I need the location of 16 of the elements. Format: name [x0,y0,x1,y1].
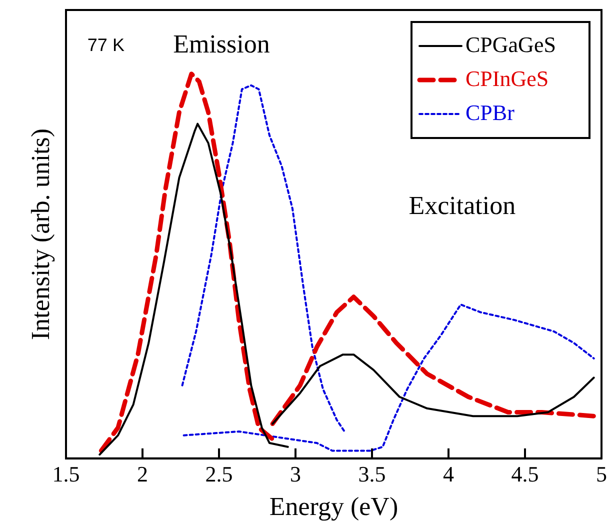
legend-label: CPGaGeS [466,32,556,57]
x-tick-label: 2.5 [205,461,233,486]
annotation: Excitation [408,191,516,220]
x-tick-label: 3 [290,461,301,486]
x-axis-title: Energy (eV) [269,492,398,522]
x-tick-label: 3.5 [358,461,386,486]
text: 77 K [87,34,124,55]
text: Emission [173,30,270,59]
x-tick-label: 4.5 [511,461,539,486]
x-tick-label: 4 [443,461,454,486]
legend-label: CPInGeS [466,66,549,91]
x-tick-label: 2 [137,461,148,486]
x-tick-label: 5 [596,461,607,486]
legend-label: CPBr [466,100,516,125]
x-tick-label: 1.5 [52,461,80,486]
y-axis-title: Intensity (arb. units) [26,128,55,340]
